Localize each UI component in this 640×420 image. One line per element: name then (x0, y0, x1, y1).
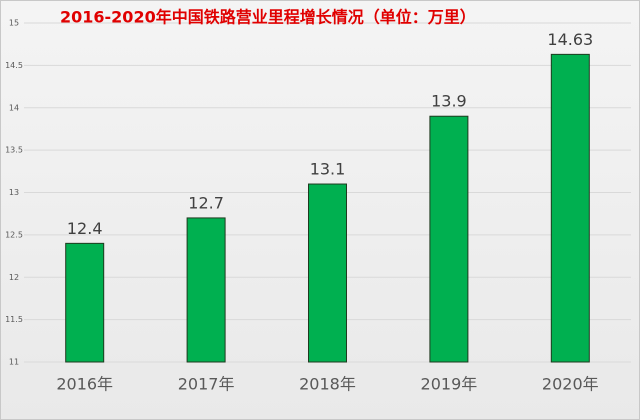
value-label: 14.63 (547, 30, 593, 49)
x-tick-label: 2019年 (421, 375, 478, 394)
value-label: 12.4 (67, 219, 103, 238)
value-label: 13.9 (431, 92, 467, 111)
y-tick-label: 12.5 (5, 230, 23, 239)
x-tick-label: 2016年 (56, 375, 113, 394)
value-label: 12.7 (188, 193, 224, 212)
y-tick-label: 14 (9, 103, 19, 112)
bar (65, 242, 105, 363)
y-tick-label: 11 (9, 358, 19, 367)
x-tick-label: 2017年 (178, 375, 235, 394)
y-tick-label: 13.5 (5, 146, 23, 155)
x-tick-label: 2020年 (542, 375, 599, 394)
chart-title: 2016-2020年中国铁路营业里程增长情况（单位：万里） (60, 8, 476, 27)
y-tick-label: 13 (9, 188, 19, 197)
y-tick-label: 12 (9, 273, 19, 282)
y-tick-label: 15 (9, 19, 19, 28)
bar (429, 115, 469, 363)
bar (186, 217, 226, 363)
x-tick-label: 2018年 (299, 375, 356, 394)
y-tick-label: 14.5 (5, 61, 23, 70)
bar (550, 53, 590, 363)
marks: 2016年 12.4 2017年 12.7 2018年 13.1 2019年 13.9 2020… (56, 30, 598, 394)
bar (308, 183, 347, 363)
y-tick-label: 11.5 (5, 315, 23, 324)
value-label: 13.1 (310, 160, 346, 179)
